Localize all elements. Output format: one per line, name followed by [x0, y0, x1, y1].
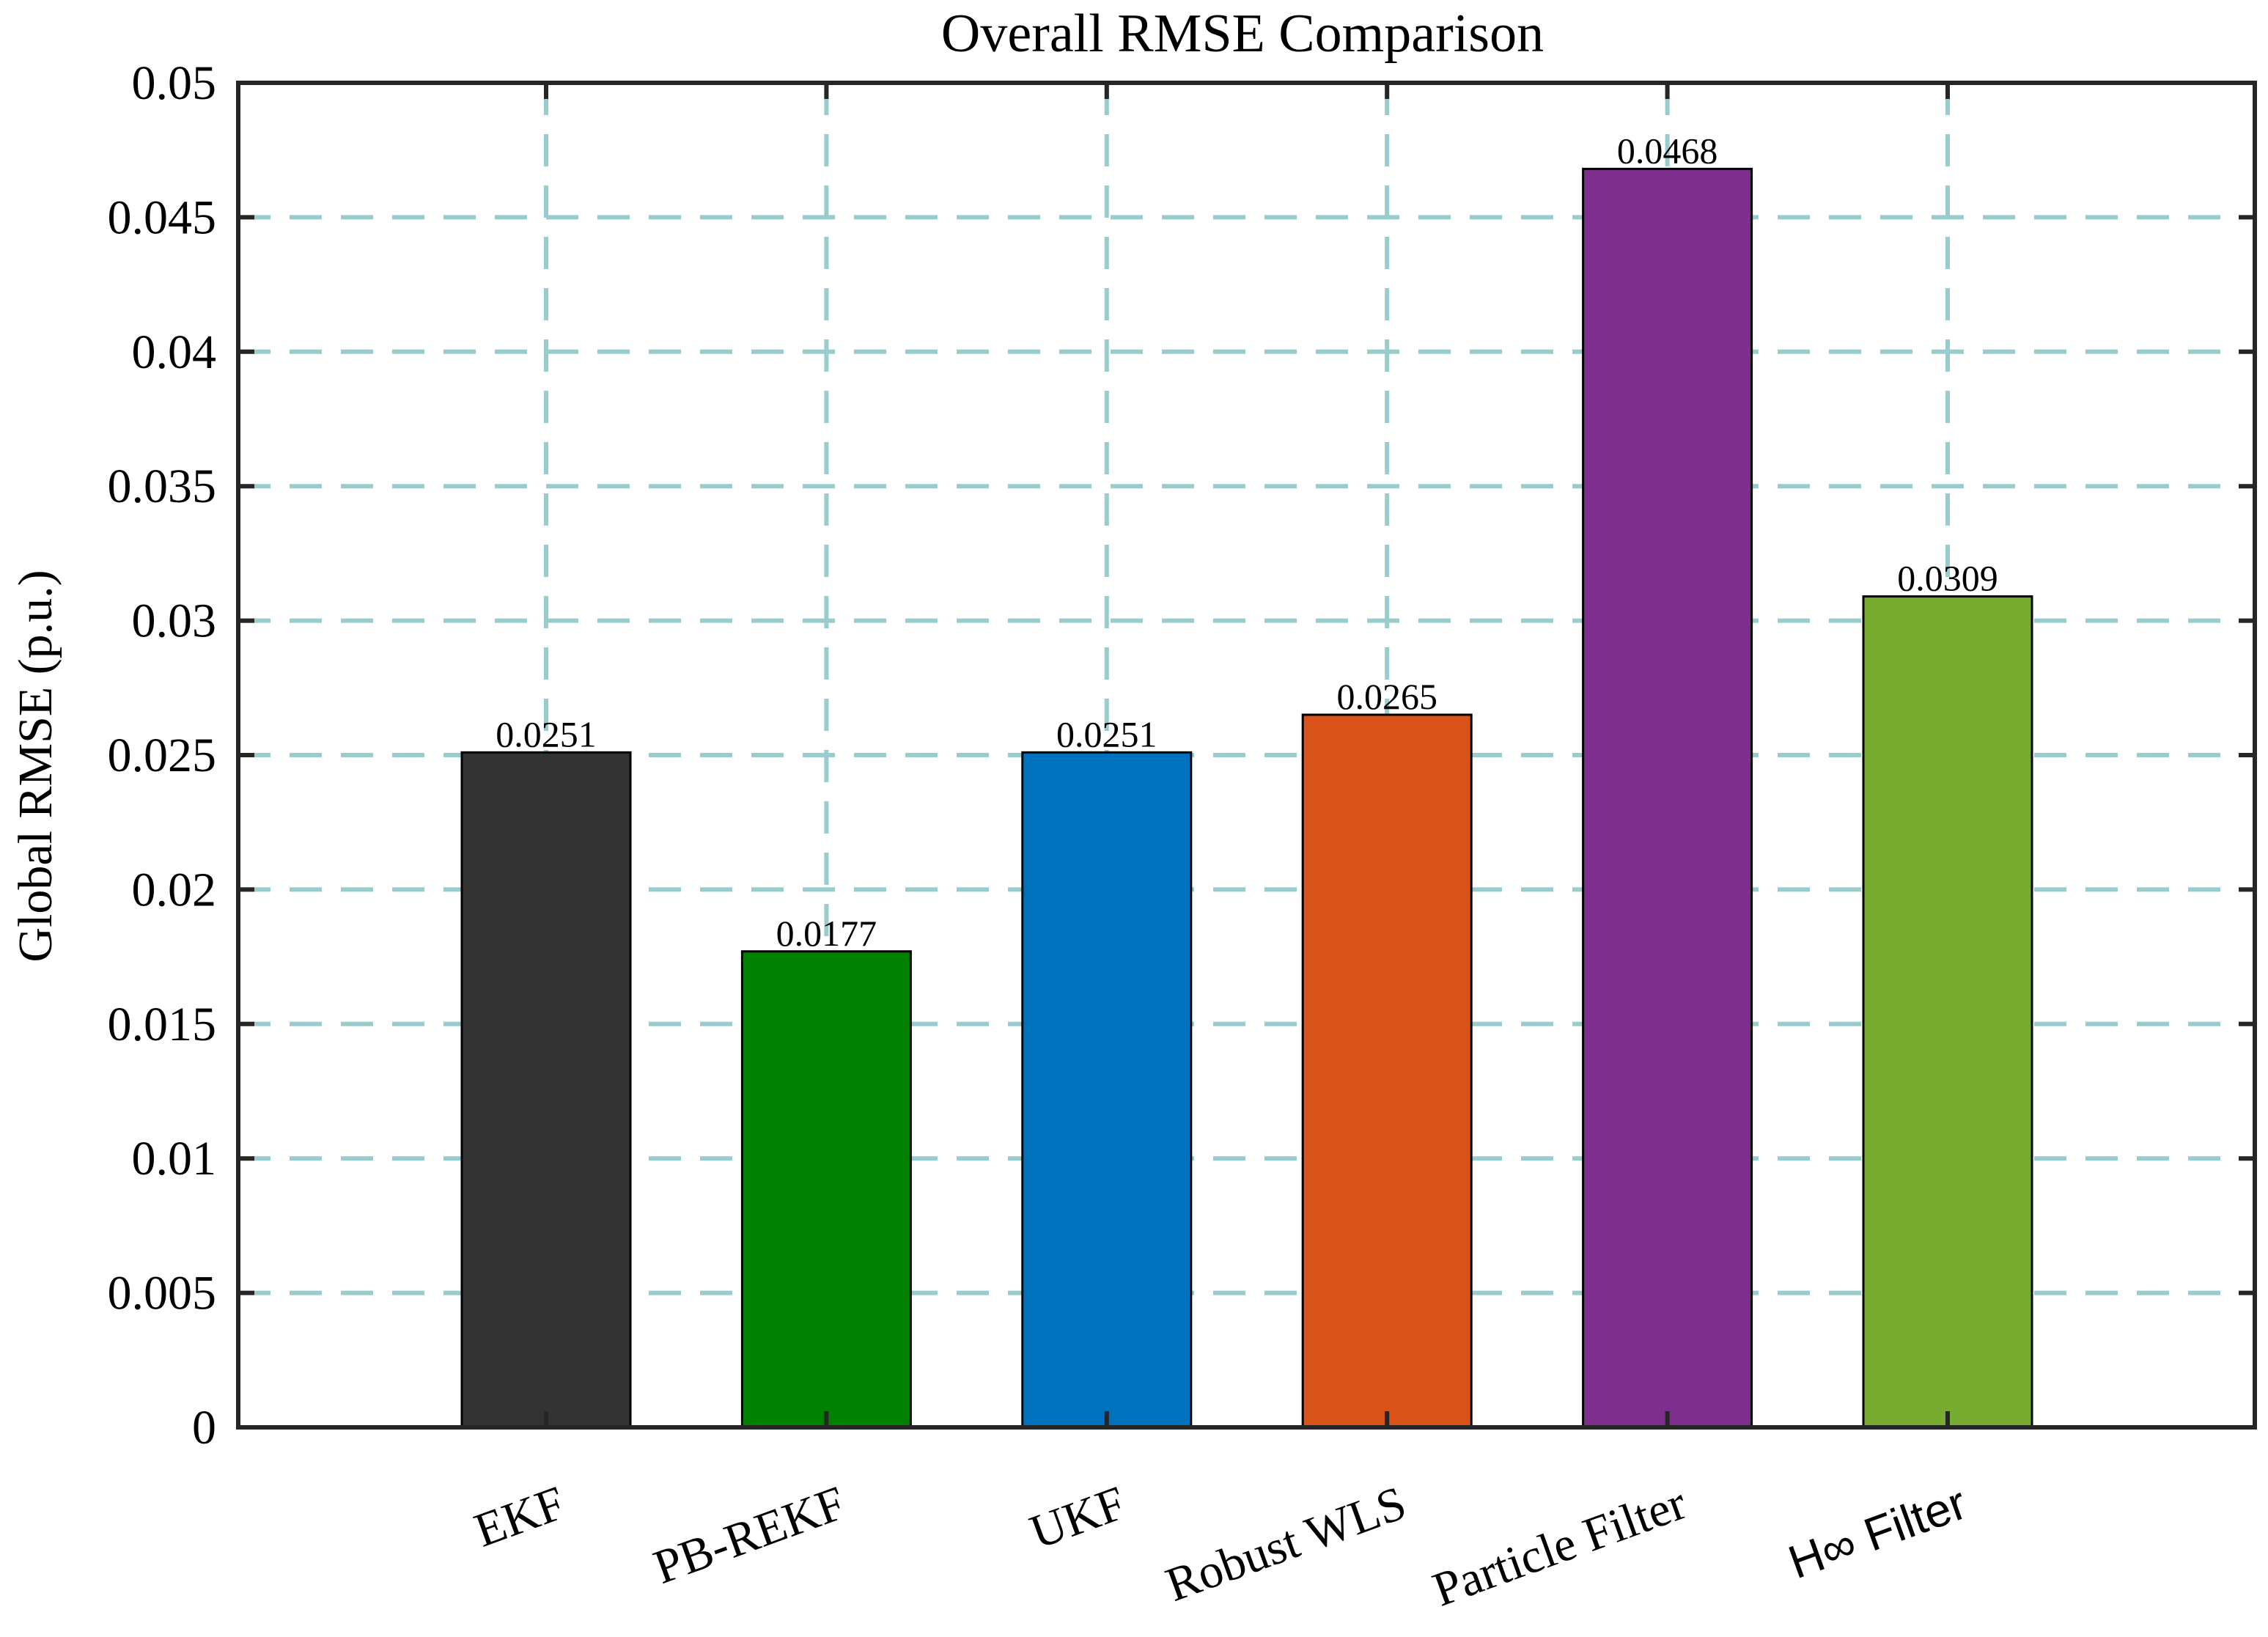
y-tick-labels: 0 0.005 0.01 0.015 0.02 0.025 0.03 0.035 0.04 0.0… [108, 56, 217, 1454]
data-labels: 0.0251 0.0177 0.0251 0.0265 0.0468 0.0309 [496, 130, 1998, 953]
y-axis-label: Global RMSE (p.u.) [9, 570, 62, 962]
data-label: 0.0265 [1336, 676, 1437, 717]
bar [460, 751, 632, 1429]
y-tick-label: 0.045 [108, 191, 217, 244]
bar [740, 950, 912, 1429]
y-tick-label: 0.015 [108, 998, 217, 1051]
y-tick-label: 0 [192, 1401, 216, 1454]
data-label: 0.0177 [776, 913, 877, 954]
data-label: 0.0251 [1056, 713, 1157, 754]
bar [1582, 167, 1753, 1429]
y-tick-label: 0.05 [132, 56, 217, 110]
y-tick-label: 0.03 [132, 595, 217, 648]
chart-title: Overall RMSE Comparison [941, 4, 1544, 64]
y-tick-label: 0.02 [132, 863, 217, 916]
y-tick-label: 0.01 [132, 1132, 217, 1185]
data-label: 0.0251 [496, 713, 597, 754]
bar [1021, 751, 1193, 1429]
data-label: 0.0309 [1897, 558, 1998, 599]
bar [1301, 713, 1473, 1429]
bar [1862, 595, 2033, 1429]
y-tick-label: 0.04 [132, 325, 217, 379]
y-tick-label: 0.005 [108, 1267, 217, 1320]
plot-frame [236, 81, 2257, 1430]
y-tick-label: 0.025 [108, 729, 217, 782]
data-label: 0.0468 [1617, 130, 1718, 171]
y-tick-label: 0.035 [108, 460, 217, 513]
